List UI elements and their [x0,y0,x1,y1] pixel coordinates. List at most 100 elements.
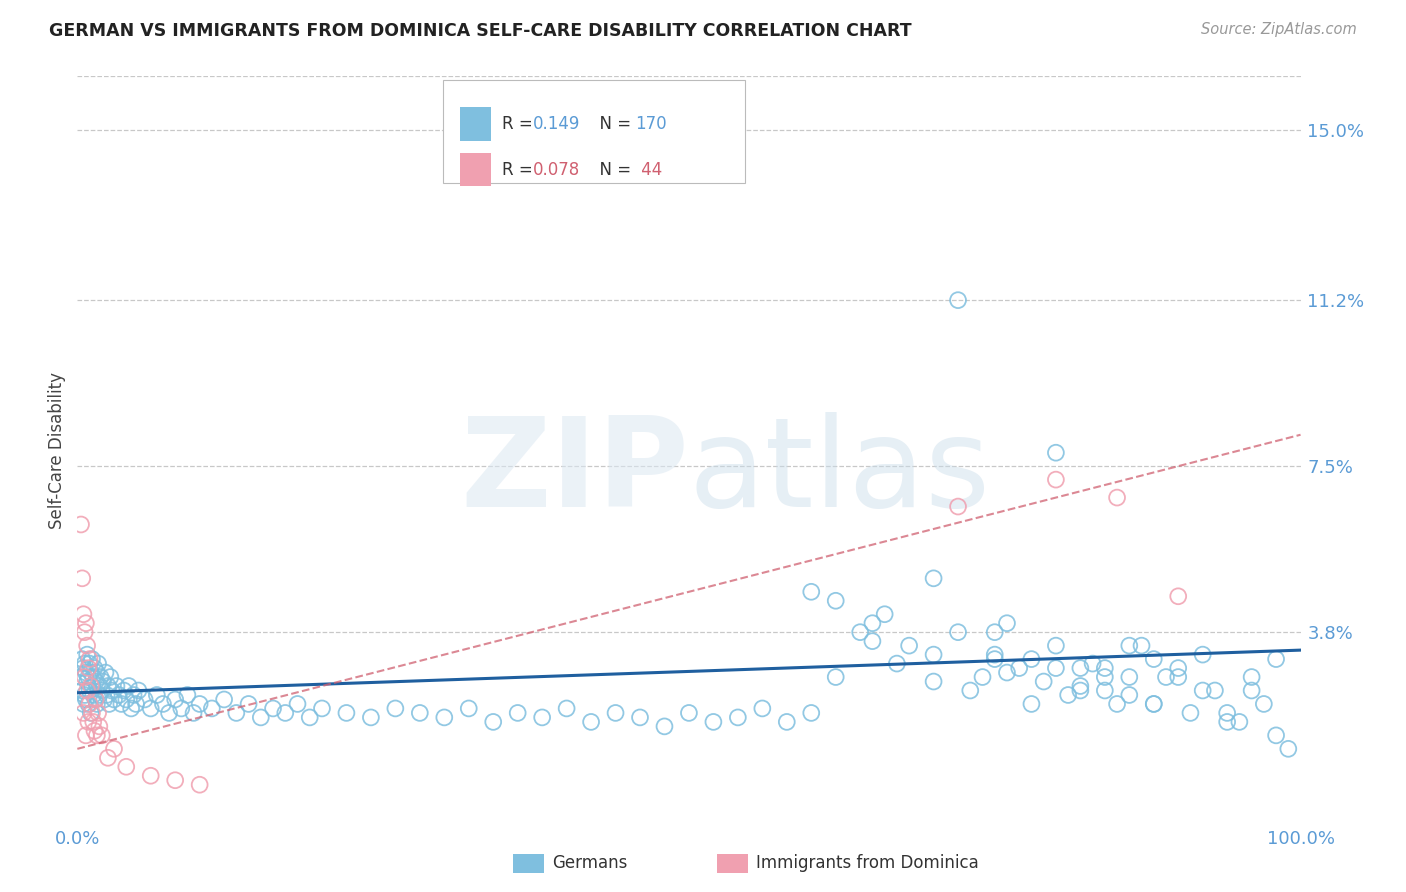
Point [76,674,98,689]
Point [579,714,602,729]
Point [898,639,921,653]
Point [886,657,908,671]
Point [87,706,110,720]
Point [89,688,111,702]
Point [70,517,93,532]
Point [1265,728,1288,742]
Point [678,706,700,720]
Y-axis label: Self-Care Disability: Self-Care Disability [48,372,66,529]
Point [824,670,846,684]
Point [100,683,122,698]
Text: 0.149: 0.149 [533,115,581,134]
Text: Source: ZipAtlas.com: Source: ZipAtlas.com [1201,22,1357,37]
Point [73,625,96,640]
Point [409,706,432,720]
Point [1191,683,1213,698]
Point [125,697,148,711]
Point [1180,706,1202,720]
Point [555,701,578,715]
Point [80,706,103,720]
Point [922,571,945,585]
Point [1143,697,1166,711]
Point [628,710,651,724]
Point [115,692,138,706]
Point [79,652,101,666]
Point [79,683,101,698]
Point [70,652,93,666]
Point [984,648,1007,662]
Point [751,701,773,715]
Point [1045,661,1067,675]
Point [1069,661,1091,675]
Point [77,714,100,729]
Point [90,728,112,742]
Point [86,728,108,742]
Point [457,701,479,715]
Text: N =: N = [589,115,637,134]
Point [165,773,187,788]
Point [70,670,93,684]
Point [188,697,211,711]
Point [238,697,260,711]
Point [139,769,162,783]
Point [1277,741,1299,756]
Point [1107,491,1129,505]
Point [91,674,114,689]
Point [531,710,554,724]
Point [122,688,145,702]
Point [80,706,103,720]
Point [1032,674,1054,689]
Point [995,665,1018,680]
Point [75,616,97,631]
Point [103,741,125,756]
Point [360,710,382,724]
Point [157,706,180,720]
Point [1167,661,1189,675]
Point [96,688,118,702]
Point [108,688,131,702]
Point [1143,652,1166,666]
Point [84,692,107,706]
Point [118,679,141,693]
Point [152,697,174,711]
Point [654,719,676,733]
Point [800,706,823,720]
Point [98,670,121,684]
Text: Immigrants from Dominica: Immigrants from Dominica [756,855,979,872]
Point [127,683,149,698]
Text: 44: 44 [636,161,662,178]
Point [93,692,115,706]
Point [112,683,135,698]
Point [1094,670,1116,684]
Point [73,657,96,671]
Point [250,710,273,724]
Point [79,697,101,711]
Point [946,500,969,514]
Point [1204,683,1226,698]
Point [183,706,205,720]
Point [73,688,96,702]
Text: R =: R = [502,161,538,178]
Point [77,697,100,711]
Point [946,293,969,307]
Point [1045,639,1067,653]
Point [995,616,1018,631]
Point [298,710,321,724]
Point [482,714,505,729]
Point [76,648,98,662]
Point [83,723,105,738]
Point [94,665,117,680]
Point [73,670,96,684]
Point [72,661,94,675]
Point [70,571,93,585]
Point [1130,639,1153,653]
Point [922,674,945,689]
Point [86,665,108,680]
Point [80,665,103,680]
Point [75,728,97,742]
Point [605,706,627,720]
Point [1021,652,1043,666]
Point [1167,670,1189,684]
Point [176,688,198,702]
Point [72,607,94,622]
